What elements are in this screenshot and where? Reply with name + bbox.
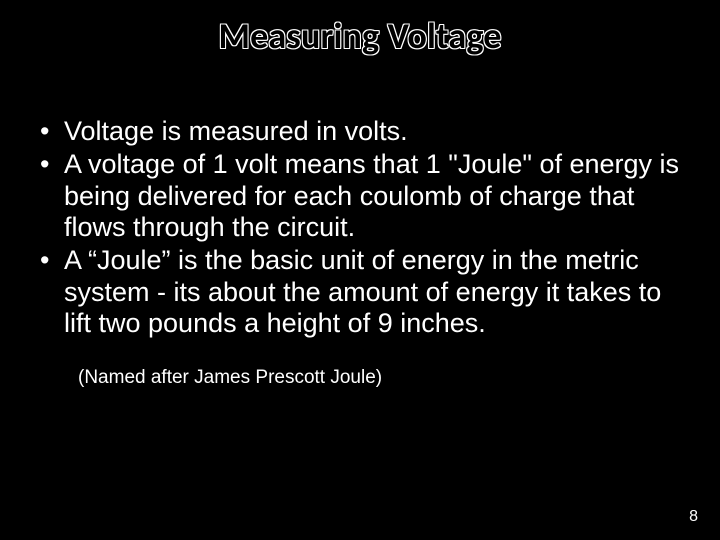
bullet-list: Voltage is measured in volts. A voltage … [34, 116, 686, 339]
slide: Measuring Voltage Voltage is measured in… [0, 0, 720, 540]
bullet-item: A “Joule” is the basic unit of energy in… [34, 245, 686, 339]
bullet-item: A voltage of 1 volt means that 1 "Joule"… [34, 149, 686, 243]
slide-title: Measuring Voltage [34, 14, 686, 58]
subnote: (Named after James Prescott Joule) [78, 367, 686, 389]
page-number: 8 [689, 508, 698, 526]
bullet-item: Voltage is measured in volts. [34, 116, 686, 147]
